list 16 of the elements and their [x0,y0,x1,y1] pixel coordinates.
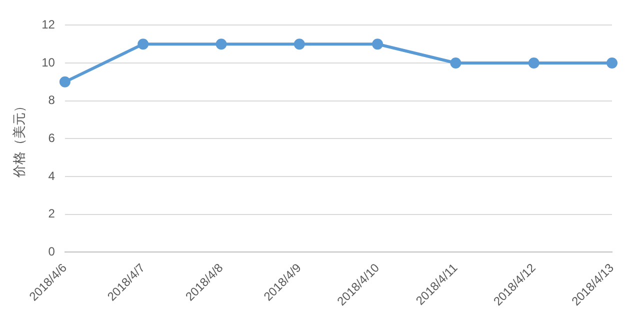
y-tick-label: 12 [42,18,56,32]
y-axis-title: 价格（美元） [11,100,26,179]
point [294,38,305,50]
point [372,38,384,50]
point [606,58,618,69]
point [138,38,149,50]
point [450,58,462,69]
y-tick-label: 0 [48,244,56,258]
point [528,58,540,69]
y-tick-label: 2 [48,206,56,221]
point [216,38,227,50]
point [59,76,70,88]
y-tick-label: 10 [42,55,56,70]
y-tick-label: 4 [48,168,56,183]
y-tick-label: 6 [48,130,56,145]
y-tick-label: 8 [48,93,56,108]
